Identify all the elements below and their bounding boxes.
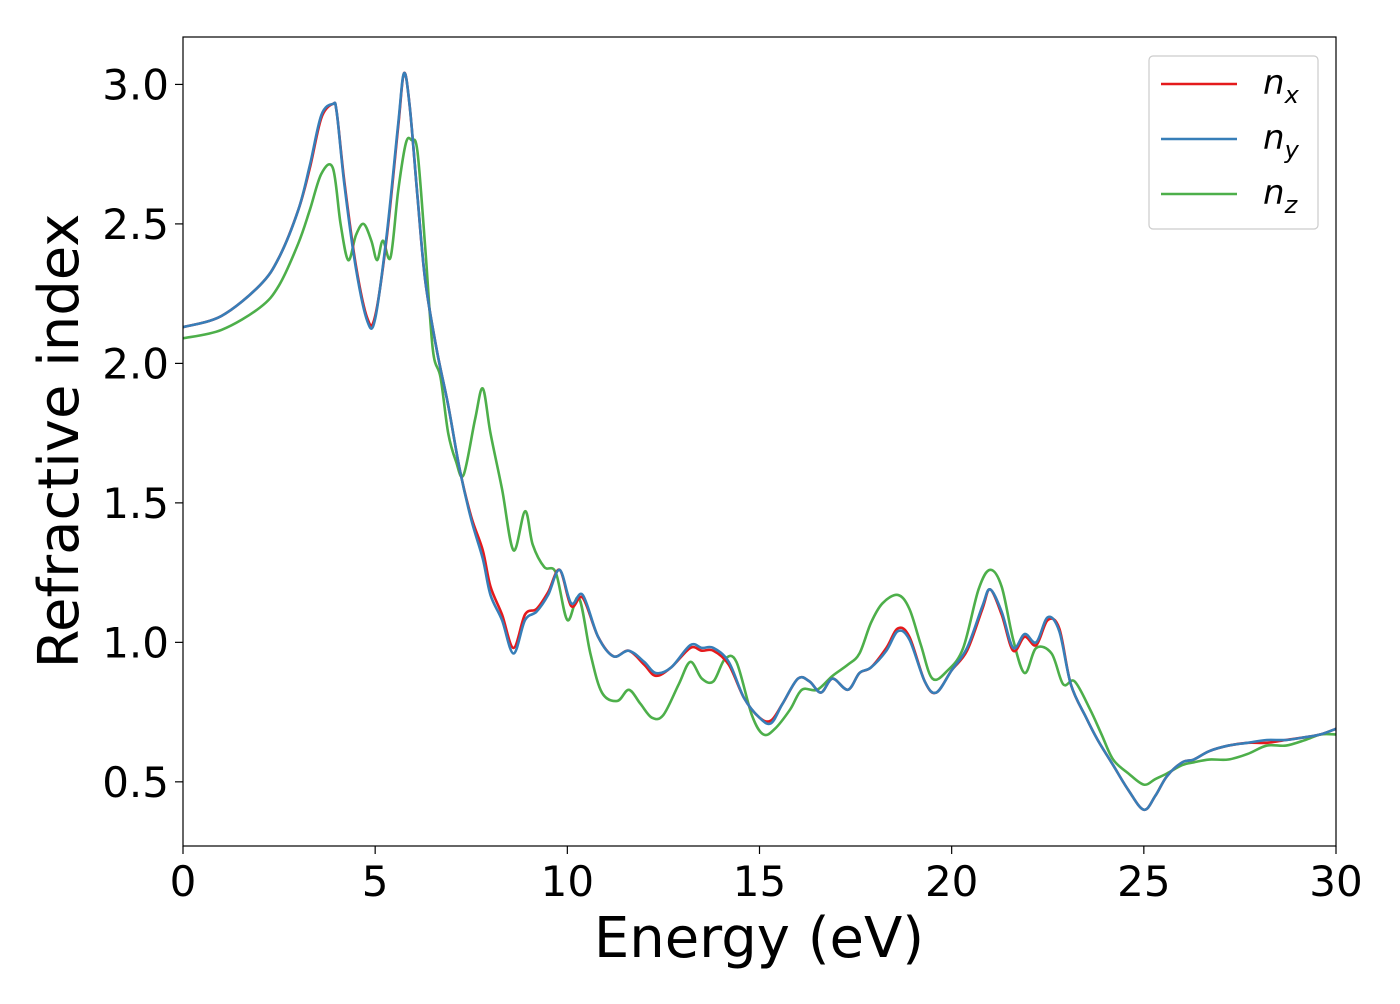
- legend-label-y: ny: [1263, 118, 1300, 164]
- legend: nx ny nz: [1148, 55, 1319, 230]
- x-tick-label: 20: [925, 857, 978, 906]
- y-tick-label: 1.5: [102, 479, 169, 528]
- x-tick-label: 0: [170, 857, 197, 906]
- y-tick-label: 1.0: [102, 618, 169, 667]
- legend-label-z: nz: [1263, 173, 1299, 219]
- series-line-z: [183, 136, 1336, 787]
- y-tick-label: 2.0: [102, 339, 169, 388]
- x-tick-label: 10: [541, 857, 594, 906]
- series-line-y: [183, 71, 1336, 812]
- y-tick-label: 3.0: [102, 60, 169, 109]
- y-tick-label: 2.5: [102, 200, 169, 249]
- x-tick-label: 15: [733, 857, 786, 906]
- legend-label-x: nx: [1263, 63, 1300, 109]
- y-axis: 0.5 1.0 1.5 2.0 2.5 3.0: [102, 60, 183, 807]
- x-tick-label: 25: [1117, 857, 1170, 906]
- series-layer: [183, 71, 1336, 812]
- x-tick-label: 5: [362, 857, 389, 906]
- x-tick-label: 30: [1309, 857, 1362, 906]
- x-axis: 0 5 10 15 20 25 30: [170, 846, 1363, 906]
- y-tick-label: 0.5: [102, 758, 169, 807]
- x-axis-label: Energy (eV): [594, 906, 924, 971]
- legend-box: [1148, 55, 1319, 230]
- y-axis-label: Refractive index: [27, 214, 92, 669]
